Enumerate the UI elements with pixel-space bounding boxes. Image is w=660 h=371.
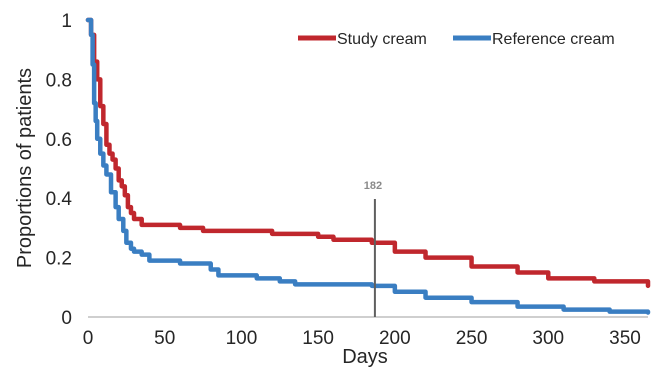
y-tick-label-2: 0.4 [46, 189, 73, 210]
y-tick-label-1: 0.2 [46, 249, 72, 270]
x-tick-label-150: 150 [302, 328, 334, 349]
y-tick-label-3: 0.6 [46, 130, 72, 151]
annotation-layer: 182 [364, 180, 382, 317]
legend-label-reference-cream: Reference cream [492, 31, 615, 48]
x-tick-label-100: 100 [226, 328, 258, 349]
x-tick-label-0: 0 [83, 328, 94, 349]
y-axis-title: Proportions of patients [14, 68, 36, 268]
series-layer [85, 17, 651, 315]
legend-label-study-cream: Study cream [337, 31, 427, 48]
legend: Study cream Reference cream [298, 31, 615, 48]
y-tick-label-5: 1 [61, 11, 72, 32]
tick-layer: 0 50 100 150 200 250 300 350 0 0.2 0.4 0.6 0.8 1 [46, 11, 641, 349]
x-tick-label-50: 50 [154, 328, 175, 349]
y-tick-label-0: 0 [61, 308, 72, 329]
annotation-label-182: 182 [364, 180, 382, 192]
x-tick-label-250: 250 [456, 328, 488, 349]
x-tick-label-350: 350 [609, 328, 641, 349]
x-tick-label-300: 300 [532, 328, 564, 349]
series-line-reference-cream [85, 17, 651, 315]
x-tick-label-200: 200 [379, 328, 411, 349]
y-tick-label-4: 0.8 [46, 70, 72, 91]
x-axis-title: Days [342, 346, 388, 368]
series-line-study-cream [85, 17, 651, 289]
